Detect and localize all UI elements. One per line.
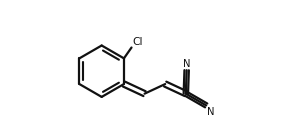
Text: Cl: Cl [132,37,143,47]
Text: N: N [183,59,191,69]
Text: N: N [207,107,215,117]
